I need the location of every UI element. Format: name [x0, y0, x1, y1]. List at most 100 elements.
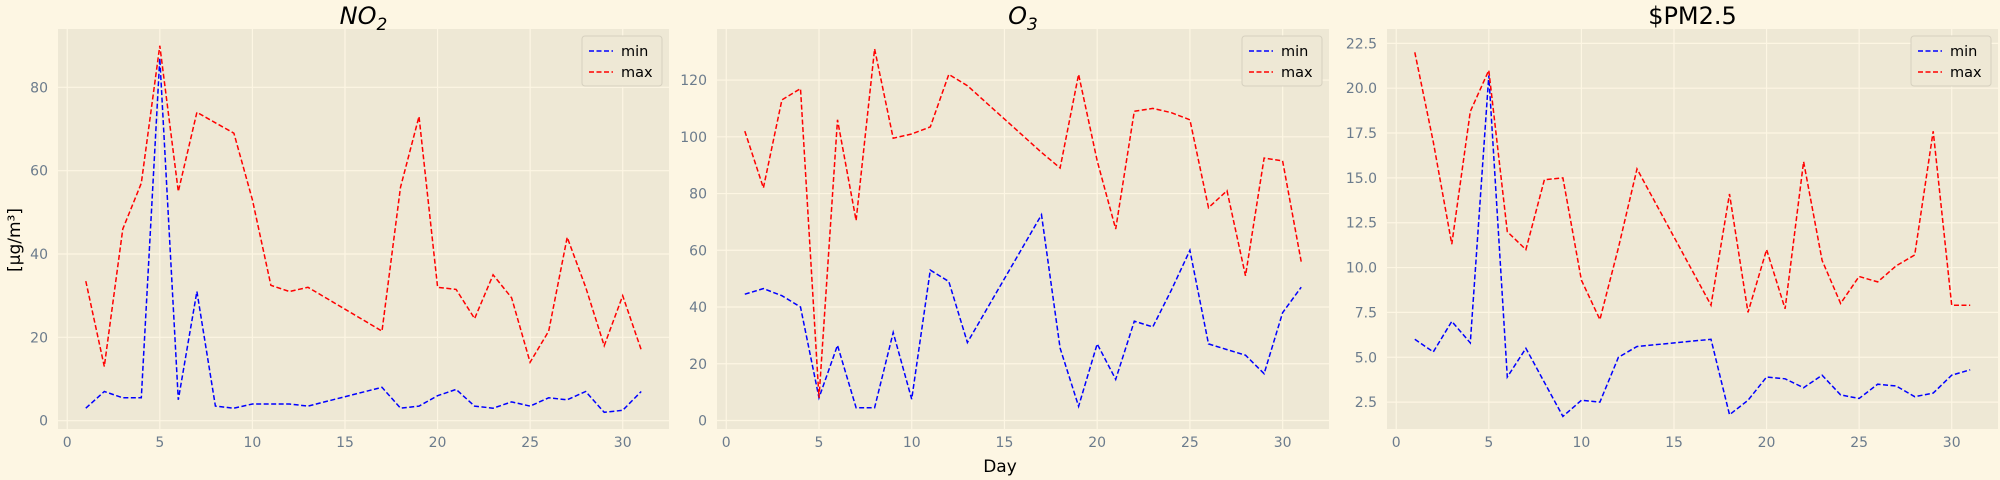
data-point-max	[1729, 193, 1731, 195]
data-point-max	[1877, 281, 1879, 283]
panel-no2: 0 5 10 15 20 25 30 0 20 40 60 80 NO2 min max	[30, 2, 669, 451]
x-tick-label: 10	[243, 435, 261, 451]
data-point-min	[1803, 387, 1805, 389]
data-point-min	[1895, 385, 1897, 387]
x-tick-label: 20	[1758, 435, 1776, 451]
data-point-min	[1171, 289, 1173, 291]
data-point-max	[1414, 52, 1416, 54]
data-point-min	[892, 332, 894, 334]
y-tick-label: 10.0	[1346, 261, 1377, 277]
data-point-min	[1208, 343, 1210, 345]
data-point-max	[800, 88, 802, 90]
data-point-max	[307, 287, 309, 289]
x-tick-label: 30	[614, 435, 632, 451]
data-point-min	[585, 391, 587, 393]
legend-label-max: max	[621, 65, 653, 81]
y-tick-label: 80	[30, 80, 48, 96]
y-tick-label: 17.5	[1346, 126, 1377, 142]
plot-area	[58, 29, 669, 429]
data-point-min	[141, 397, 143, 399]
data-point-max	[178, 191, 180, 193]
legend: min max	[1241, 35, 1323, 87]
data-point-min	[1507, 376, 1509, 378]
data-point-min	[1041, 214, 1043, 216]
series-line-min	[1414, 75, 1971, 418]
data-point-max	[1914, 254, 1916, 256]
data-point-min	[307, 405, 309, 407]
data-point-max	[837, 119, 839, 121]
data-point-min	[1858, 398, 1860, 400]
x-tick-label: 0	[722, 435, 731, 451]
data-point-min	[122, 397, 124, 399]
y-tick-label: 120	[680, 73, 707, 89]
y-tick-label: 40	[30, 247, 48, 263]
y-tick-label: 7.5	[1355, 305, 1377, 321]
data-point-min	[837, 345, 839, 347]
x-tick-label: 5	[155, 435, 164, 451]
data-point-min	[911, 398, 913, 400]
data-point-min	[1821, 374, 1823, 376]
data-point-min	[1581, 400, 1583, 402]
data-point-max	[215, 122, 217, 124]
y-tick-label: 20.0	[1346, 81, 1377, 97]
data-point-max	[1803, 161, 1805, 163]
data-point-max	[1747, 312, 1749, 314]
data-point-min	[511, 401, 513, 403]
legend-label-min: min	[621, 44, 648, 60]
data-point-min	[196, 291, 198, 293]
legend: min max	[1910, 35, 1992, 87]
data-point-min	[1059, 347, 1061, 349]
data-point-max	[603, 345, 605, 347]
data-point-min	[855, 407, 857, 409]
data-point-min	[159, 57, 161, 59]
data-point-min	[1096, 343, 1098, 345]
data-point-min	[1432, 351, 1434, 353]
data-point-max	[1488, 69, 1490, 71]
data-point-max	[1041, 152, 1043, 154]
x-tick-label: 20	[429, 435, 447, 451]
data-point-min	[948, 281, 950, 283]
data-point-min	[492, 407, 494, 409]
data-point-max	[967, 85, 969, 87]
y-tick-label: 15.0	[1346, 171, 1377, 187]
x-tick-label: 30	[1943, 435, 1961, 451]
y-tick-label: 0	[39, 414, 48, 430]
data-point-min	[437, 395, 439, 397]
x-tick-label: 5	[1484, 435, 1493, 451]
data-point-max	[911, 133, 913, 135]
data-point-max	[855, 220, 857, 222]
data-point-max	[763, 187, 765, 189]
data-point-max	[252, 199, 254, 201]
x-tick-label: 10	[1572, 435, 1590, 451]
x-tick-label: 10	[903, 435, 921, 451]
data-point-min	[1599, 401, 1601, 403]
data-point-max	[874, 48, 876, 50]
data-point-max	[1821, 260, 1823, 262]
data-point-max	[1544, 179, 1546, 181]
data-point-min	[800, 306, 802, 308]
data-point-min	[548, 397, 550, 399]
data-point-max	[1562, 177, 1564, 179]
data-point-min	[603, 412, 605, 414]
legend: min max	[581, 35, 663, 87]
data-point-max	[400, 187, 402, 189]
data-point-max	[1171, 112, 1173, 114]
data-point-max	[1636, 168, 1638, 170]
data-point-min	[215, 405, 217, 407]
data-point-max	[1432, 141, 1434, 143]
data-point-max	[1840, 303, 1842, 305]
data-point-min	[929, 269, 931, 271]
data-point-max	[1115, 228, 1117, 230]
data-point-min	[1451, 321, 1453, 323]
data-point-max	[1581, 279, 1583, 281]
legend-label-min: min	[1950, 44, 1977, 60]
data-point-min	[289, 403, 291, 405]
data-point-max	[1710, 304, 1712, 306]
data-point-min	[1710, 339, 1712, 341]
data-point-min	[1115, 379, 1117, 381]
data-point-max	[1618, 247, 1620, 249]
chart-title: $PM2.5	[1648, 2, 1737, 30]
y-tick-label: 22.5	[1346, 36, 1377, 52]
data-point-max	[381, 330, 383, 332]
y-tick-label: 40	[689, 300, 707, 316]
